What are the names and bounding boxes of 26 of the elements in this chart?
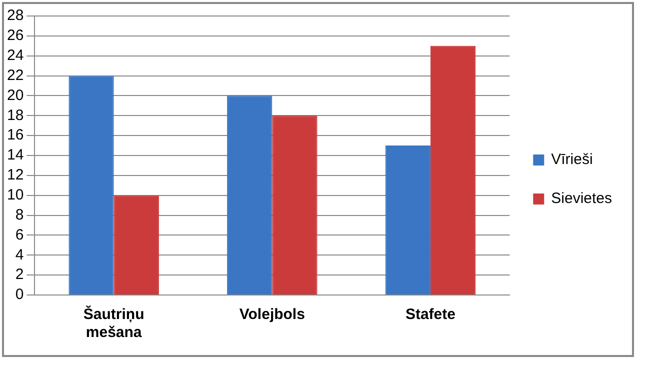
bar [385,146,430,294]
y-tick-label: 28 [6,7,24,24]
bar [430,46,476,294]
y-tick-label: 18 [6,106,24,124]
x-tick-label: Šautriņu mešana [83,305,144,342]
y-tick-label: 12 [6,166,24,184]
y-tick-label: 4 [15,246,24,264]
bar [272,116,318,294]
y-tick-label: 24 [6,47,24,64]
legend-label: Sievietes [551,190,612,208]
y-tick-label: 26 [6,27,24,44]
bar [227,96,272,294]
y-tick-label: 8 [15,206,24,224]
y-tick-label: 10 [6,186,24,204]
legend-label: Vīrieši [551,151,593,168]
x-tick-label: Stafete [405,306,456,324]
bar [68,76,114,294]
y-tick-label: 14 [6,146,24,164]
y-tick-label: 6 [15,226,24,244]
bar [114,195,159,294]
y-tick-label: 20 [6,86,24,104]
y-tick-label: 22 [6,66,24,84]
x-tick-label: Volejbols [239,306,305,324]
y-tick-label: 2 [15,266,24,284]
y-tick-label: 16 [6,126,24,144]
y-tick-label: 0 [15,286,24,304]
